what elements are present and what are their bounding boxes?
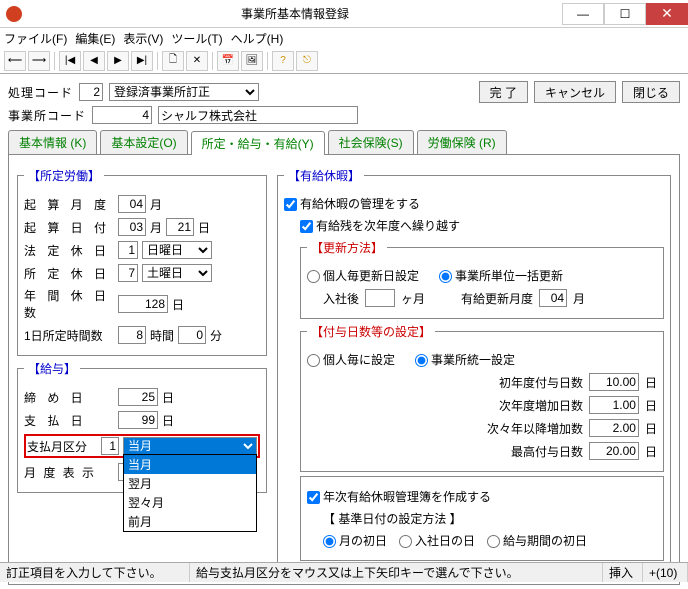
kisan-m-input[interactable] <box>118 218 146 236</box>
menu-edit[interactable]: 編集(E) <box>75 30 115 47</box>
proc-code-input[interactable] <box>79 83 103 101</box>
kisan-getsudo-input[interactable] <box>118 195 146 213</box>
kijun-r3[interactable]: 給与期間の初日 <box>487 532 587 549</box>
kijun-label: 【 基準日付の設定方法 】 <box>323 510 657 527</box>
kyuyo-legend: 【給与】 <box>24 360 80 377</box>
tb-del-icon[interactable]: ✕ <box>186 51 208 71</box>
minimize-button[interactable]: — <box>562 3 604 25</box>
tb-icon[interactable]: ⟶ <box>28 51 50 71</box>
close-btn[interactable]: 閉じる <box>622 81 680 103</box>
kubun-dropdown-list[interactable]: 当月 翌月 翌々月 前月 <box>123 454 257 532</box>
dd-opt-1[interactable]: 翌月 <box>124 474 256 493</box>
shime-input[interactable] <box>118 388 158 406</box>
tb-prev-icon[interactable]: ◀ <box>83 51 105 71</box>
kurikoshi-check[interactable]: 有給残を次年度へ繰り越す <box>300 217 460 234</box>
tb-new-icon[interactable]: 🗋 <box>162 51 184 71</box>
yukyu-legend: 【有給休暇】 <box>284 167 364 184</box>
tb-next-icon[interactable]: ▶ <box>107 51 129 71</box>
status-4: +(10) <box>643 563 688 582</box>
koshin-legend: 【更新方法】 <box>307 239 387 256</box>
kanri-check[interactable]: 有給休暇の管理をする <box>284 195 420 212</box>
tab-labor[interactable]: 労働保険 (R) <box>417 130 507 154</box>
shotei-legend: 【所定労働】 <box>24 167 104 184</box>
office-label: 事業所コード <box>8 107 86 124</box>
done-button[interactable]: 完 了 <box>479 81 528 103</box>
kisan-getsudo-label: 起 算 月 度 <box>24 196 114 213</box>
status-3: 挿入 <box>603 563 643 582</box>
menu-help[interactable]: ヘルプ(H) <box>231 30 284 47</box>
tb-first-icon[interactable]: |◀ <box>59 51 81 71</box>
koshin-r1[interactable]: 個人毎更新日設定 <box>307 267 419 284</box>
kubun-select[interactable]: 当月 <box>123 437 257 455</box>
tb-exit-icon[interactable]: ⎋ <box>296 51 318 71</box>
fuyo-r2[interactable]: 事業所統一設定 <box>415 351 515 368</box>
jinen-input[interactable] <box>589 396 639 414</box>
fun-input[interactable] <box>178 326 206 344</box>
maximize-button[interactable]: ☐ <box>604 3 646 25</box>
fuyo-r1[interactable]: 個人毎に設定 <box>307 351 395 368</box>
tb-img-icon[interactable]: 🖼 <box>241 51 263 71</box>
dd-opt-3[interactable]: 前月 <box>124 512 256 531</box>
proc-label: 処理コード <box>8 84 73 101</box>
kisan-date-label: 起 算 日 付 <box>24 219 114 236</box>
status-2: 給与支払月区分をマウス又は上下矢印キーで選んで下さい。 <box>190 563 603 582</box>
nyusha-label: 入社後 <box>323 290 359 307</box>
kisan-d-input[interactable] <box>166 218 194 236</box>
tb-last-icon[interactable]: ▶| <box>131 51 153 71</box>
menu-view[interactable]: 表示(V) <box>123 30 163 47</box>
shonen-input[interactable] <box>589 373 639 391</box>
office-name-input[interactable] <box>158 106 358 124</box>
menu-tool[interactable]: ツール(T) <box>171 30 222 47</box>
shiharai-label: 支 払 日 <box>24 412 114 429</box>
dd-opt-0[interactable]: 当月 <box>124 455 256 474</box>
jinen-label: 次年度増加日数 <box>499 397 583 414</box>
tb-calendar-icon[interactable]: 📅 <box>217 51 239 71</box>
saiko-label: 最高付与日数 <box>511 443 583 460</box>
tb-help-icon[interactable]: ? <box>272 51 294 71</box>
tab-settings[interactable]: 基本設定(O) <box>100 130 187 154</box>
tab-social[interactable]: 社会保険(S) <box>328 130 414 154</box>
nenkan-label: 年 間 休 日 数 <box>24 287 114 321</box>
houtei-label: 法 定 休 日 <box>24 242 114 259</box>
kubun-label: 支払月区分 <box>27 438 97 455</box>
dd-opt-2[interactable]: 翌々月 <box>124 493 256 512</box>
houtei-select[interactable]: 日曜日 <box>142 241 212 259</box>
nyusha-input[interactable] <box>365 289 395 307</box>
month-unit: 月 <box>150 196 162 213</box>
saiko-input[interactable] <box>589 442 639 460</box>
shonen-label: 初年度付与日数 <box>499 374 583 391</box>
jikan-label: 1日所定時間数 <box>24 327 114 344</box>
houtei-code[interactable] <box>118 241 138 259</box>
shotei-code[interactable] <box>118 264 138 282</box>
koshin-getsudo-label: 有給更新月度 <box>461 290 533 307</box>
app-icon <box>6 6 22 22</box>
jiji-label: 次々年以降増加数 <box>487 420 583 437</box>
close-button[interactable]: ✕ <box>646 3 688 25</box>
shime-label: 締 め 日 <box>24 389 114 406</box>
koshin-val-input[interactable] <box>539 289 567 307</box>
getsudo-label: 月 度 表 示 <box>24 464 114 481</box>
tab-salary[interactable]: 所定・給与・有給(Y) <box>191 131 325 155</box>
cancel-button[interactable]: キャンセル <box>534 81 616 103</box>
kijun-r2[interactable]: 入社日の日 <box>399 532 475 549</box>
fuyo-legend: 【付与日数等の設定】 <box>307 323 435 340</box>
menu-file[interactable]: ファイル(F) <box>4 30 67 47</box>
jikan-input[interactable] <box>118 326 146 344</box>
nenkan-input[interactable] <box>118 295 168 313</box>
kubun-code-input[interactable] <box>101 437 119 455</box>
shotei-select[interactable]: 土曜日 <box>142 264 212 282</box>
shotei-label: 所 定 休 日 <box>24 265 114 282</box>
kijun-r1[interactable]: 月の初日 <box>323 532 387 549</box>
shiharai-input[interactable] <box>118 411 158 429</box>
tab-basic[interactable]: 基本情報 (K) <box>8 130 97 154</box>
daicho-check[interactable]: 年次有給休暇管理簿を作成する <box>307 488 491 505</box>
proc-name-select[interactable]: 登録済事業所訂正 <box>109 83 259 101</box>
koshin-r2[interactable]: 事業所単位一括更新 <box>439 267 563 284</box>
jiji-input[interactable] <box>589 419 639 437</box>
status-1: 訂正項目を入力して下さい。 <box>0 563 190 582</box>
window-title: 事業所基本情報登録 <box>28 5 562 22</box>
office-code-input[interactable] <box>92 106 152 124</box>
tb-home-icon[interactable]: ⟵ <box>4 51 26 71</box>
